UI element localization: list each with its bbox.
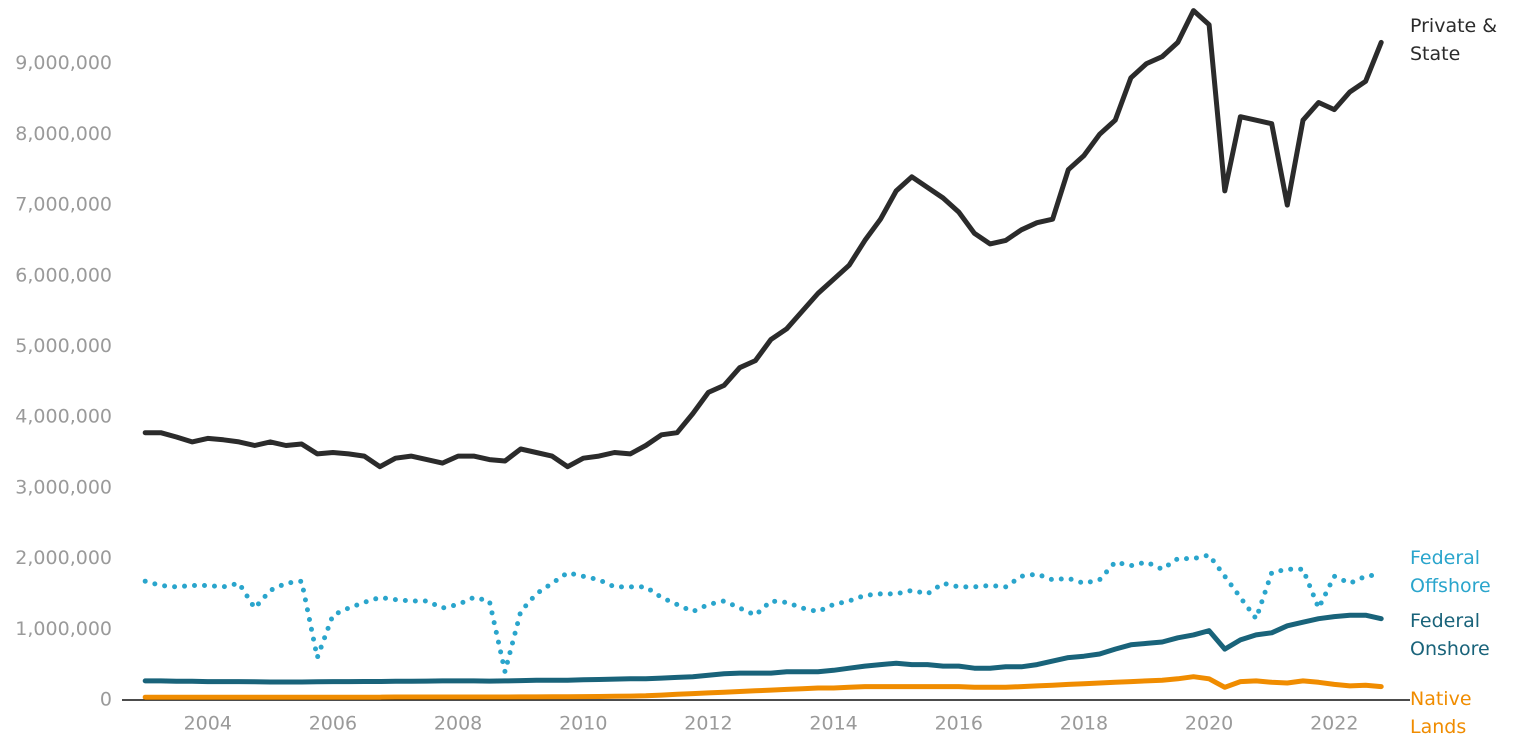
- y-tick-label: 9,000,000: [15, 52, 112, 74]
- series-label: Private & State: [1410, 15, 1498, 66]
- y-tick-label: 1,000,000: [15, 618, 112, 640]
- x-tick-label: 2012: [684, 713, 732, 735]
- x-tick-label: 2004: [184, 713, 232, 735]
- series-line: [142, 612, 1384, 685]
- y-tick-label: 6,000,000: [15, 264, 112, 286]
- y-tick-label: 8,000,000: [15, 123, 112, 145]
- x-tick-label: 2018: [1060, 713, 1108, 735]
- x-tick-label: 2022: [1310, 713, 1358, 735]
- series-label: Federal Onshore: [1410, 609, 1490, 660]
- x-tick-label: 2010: [559, 713, 607, 735]
- series-line: [142, 8, 1384, 470]
- x-tick-label: 2014: [809, 713, 857, 735]
- x-tick-label: 2016: [935, 713, 983, 735]
- x-tick-label: 2020: [1185, 713, 1233, 735]
- y-tick-label: 2,000,000: [15, 547, 112, 569]
- y-tick-label: 5,000,000: [15, 335, 112, 357]
- x-tick-label: 2008: [434, 713, 482, 735]
- series-line: [142, 674, 1384, 700]
- x-tick-label: 2006: [309, 713, 357, 735]
- series-label: Native Lands: [1410, 688, 1472, 738]
- y-tick-label: 7,000,000: [15, 194, 112, 216]
- y-tick-label: 4,000,000: [15, 406, 112, 428]
- series-line: [142, 552, 1384, 675]
- y-tick-label: 3,000,000: [15, 476, 112, 498]
- series-label: Federal Offshore: [1410, 547, 1491, 598]
- y-tick-label: 0: [100, 689, 112, 711]
